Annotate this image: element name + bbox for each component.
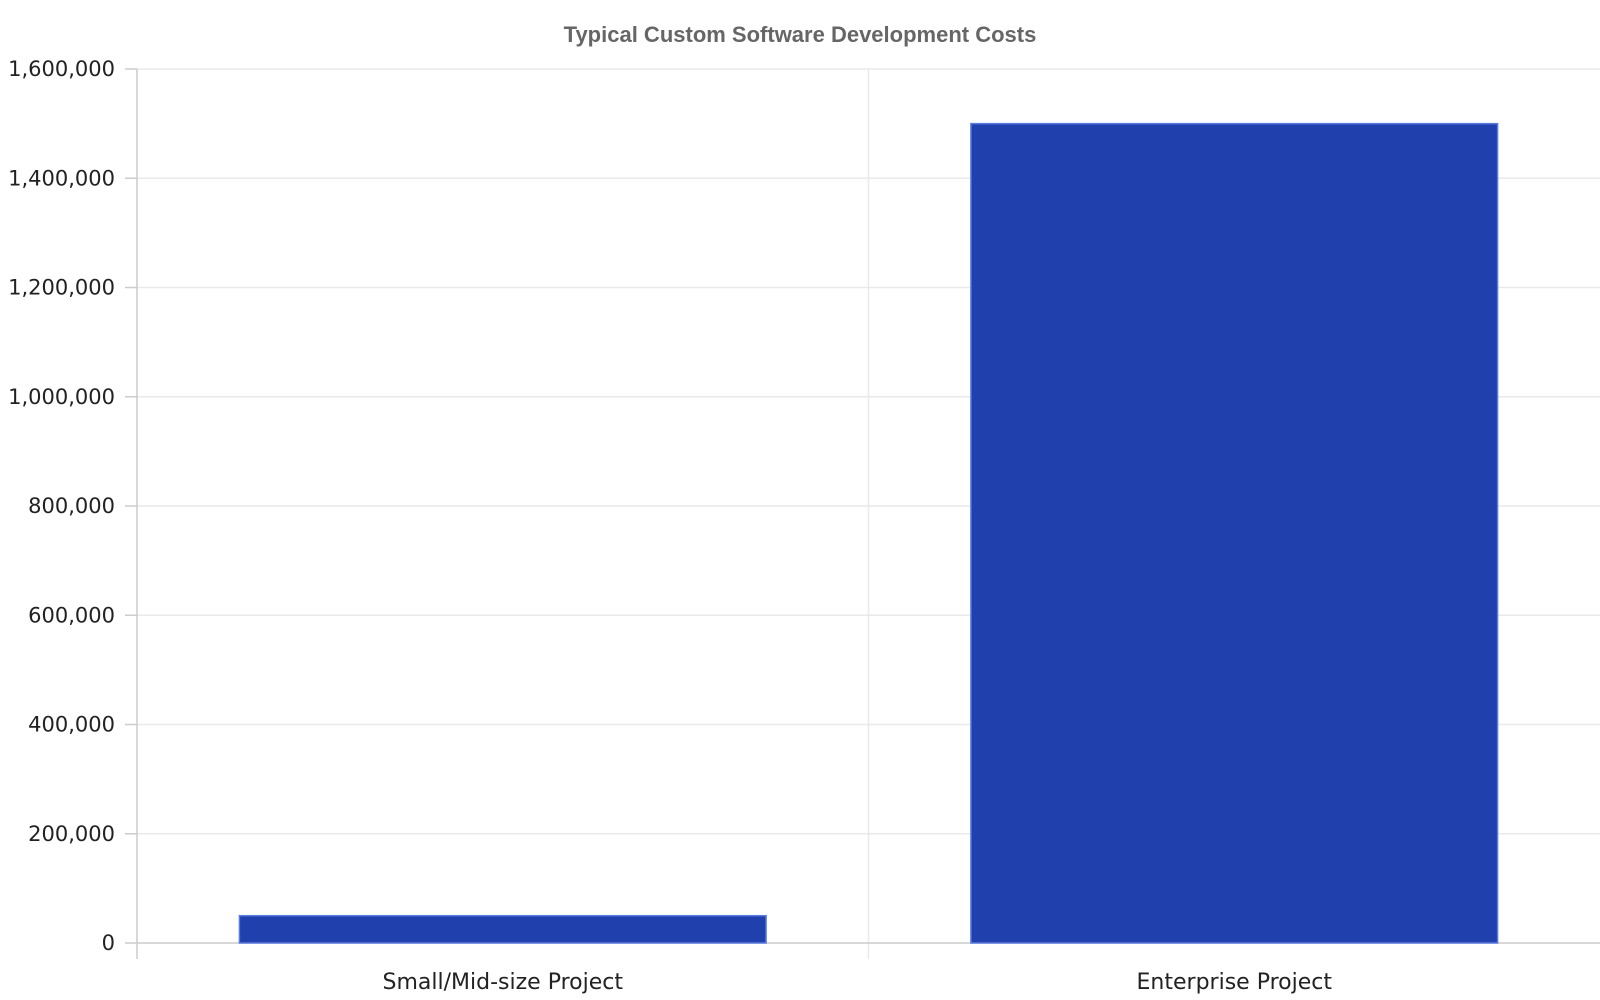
bar bbox=[970, 122, 1499, 944]
grid-lines bbox=[137, 68, 1600, 959]
chart-title: Typical Custom Software Development Cost… bbox=[564, 22, 1037, 47]
y-tick-label: 1,200,000 bbox=[8, 276, 115, 300]
y-tick-label: 1,400,000 bbox=[8, 166, 115, 190]
x-category-label: Small/Mid-size Project bbox=[383, 970, 624, 995]
y-axis-tick-labels: 0 200,000 400,000 600,000 800,000 1,000,000 1,… bbox=[8, 57, 115, 955]
y-tick-label: 1,000,000 bbox=[8, 385, 115, 409]
bars bbox=[238, 122, 1499, 944]
y-tick-label: 200,000 bbox=[28, 822, 115, 846]
x-category-label: Enterprise Project bbox=[1137, 970, 1333, 995]
y-tick-label: 800,000 bbox=[28, 494, 115, 518]
y-tick-label: 1,600,000 bbox=[8, 57, 115, 81]
y-tick-label: 0 bbox=[102, 931, 115, 955]
y-tick-label: 400,000 bbox=[28, 713, 115, 737]
x-axis-category-labels: Small/Mid-size Project Enterprise Project bbox=[383, 970, 1333, 995]
y-tick-label: 600,000 bbox=[28, 603, 115, 627]
bar bbox=[238, 914, 767, 944]
